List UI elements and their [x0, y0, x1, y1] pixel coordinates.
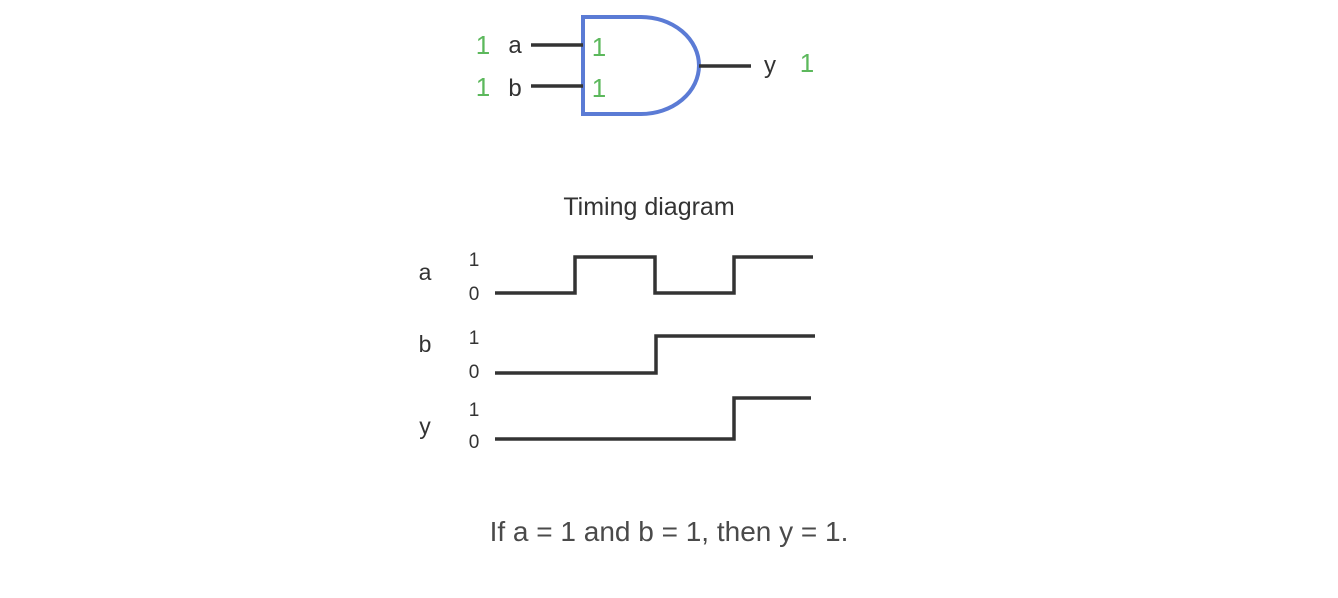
- timing-signal-y-low-label: 0: [469, 432, 480, 453]
- input-b-pin-value: 1: [592, 73, 606, 103]
- timing-row-y: y 1 0: [419, 396, 811, 453]
- input-a-pin-value: 1: [592, 32, 606, 62]
- timing-signal-b-name: b: [419, 331, 432, 357]
- timing-diagram-title: Timing diagram: [563, 193, 734, 221]
- timing-signal-y-name: y: [419, 413, 431, 439]
- timing-signal-y-high-label: 1: [469, 400, 480, 421]
- timing-row-a: a 1 0: [419, 250, 813, 305]
- timing-row-b: b 1 0: [419, 328, 815, 383]
- truth-statement: If a = 1 and b = 1, then y = 1.: [489, 516, 849, 547]
- timing-signal-b-high-label: 1: [469, 328, 480, 349]
- timing-signal-a-name: a: [419, 259, 432, 285]
- input-b-label: b: [508, 75, 521, 102]
- timing-signal-a-low-label: 0: [469, 284, 480, 305]
- output-y-label: y: [764, 52, 776, 79]
- input-a-label: a: [508, 32, 522, 59]
- timing-signal-y-waveform: [495, 396, 811, 441]
- timing-signal-b-waveform: [495, 334, 815, 375]
- input-a-value: 1: [476, 30, 490, 60]
- and-gate-body: [581, 15, 701, 116]
- timing-signal-a-waveform: [495, 255, 813, 295]
- input-b-value: 1: [476, 72, 490, 102]
- and-gate: 1 a 1 1 b 1 y 1: [476, 15, 814, 116]
- timing-signal-b-low-label: 0: [469, 362, 480, 383]
- timing-signal-a-high-label: 1: [469, 250, 480, 271]
- output-y-value: 1: [800, 48, 814, 78]
